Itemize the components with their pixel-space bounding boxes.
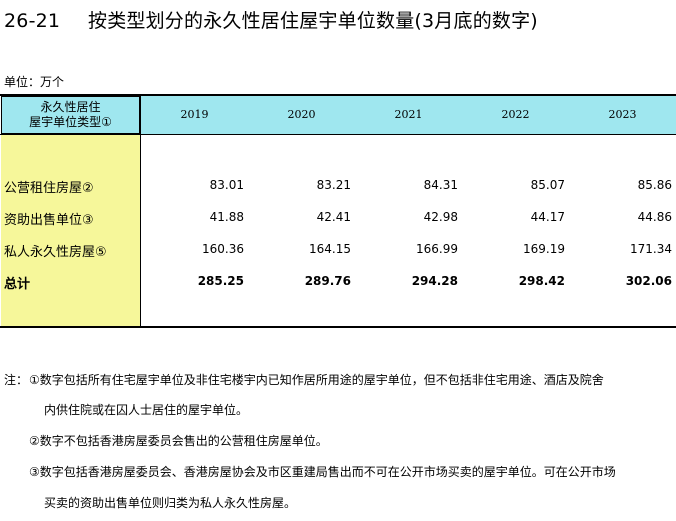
- table-cell-total: 302.06: [625, 274, 672, 288]
- row-label-private-permanent: 私人永久性房屋⑤: [4, 245, 107, 260]
- table-cell-total: 294.28: [411, 274, 458, 288]
- table-cell: 41.88: [209, 210, 244, 224]
- year-header: 2023: [608, 108, 637, 121]
- table-cell-total: 298.42: [518, 274, 565, 288]
- note-3: ③数字包括香港房屋委员会、香港房屋协会及市区重建局售出而不可在公开市场买卖的屋宇…: [29, 465, 616, 479]
- table-cell: 85.07: [530, 178, 565, 192]
- stub-header-line: 屋宇单位类型①: [29, 115, 112, 129]
- header-rule: [0, 134, 676, 135]
- unit-label: 单位：万个: [4, 75, 65, 89]
- stub-header: 永久性居住 屋宇单位类型①: [1, 96, 140, 134]
- year-header: 2022: [501, 108, 530, 121]
- housing-units-table: 2019 2020 2021 2022 2023 永久性居住 屋宇单位类型① 公…: [0, 94, 676, 328]
- row-label-column: [1, 135, 140, 326]
- note-2: ②数字不包括香港房屋委员会售出的公营租住房屋单位。: [29, 434, 328, 448]
- year-header: 2019: [180, 108, 209, 121]
- table-cell: 166.99: [416, 242, 458, 256]
- table-number: 26-21: [4, 10, 61, 32]
- table-cell: 44.17: [530, 210, 565, 224]
- table-cell: 83.01: [209, 178, 244, 192]
- year-header: 2021: [394, 108, 423, 121]
- stub-divider: [140, 94, 141, 328]
- table-cell: 171.34: [630, 242, 672, 256]
- table-cell: 44.86: [637, 210, 672, 224]
- row-label-public-rental: 公营租住房屋②: [4, 181, 94, 196]
- table-cell: 84.31: [423, 178, 458, 192]
- page-title: 26-21 按类型划分的永久性居住屋宇单位数量(3月底的数字): [4, 6, 538, 33]
- year-header-band: 2019 2020 2021 2022 2023: [141, 96, 676, 134]
- table-cell: 160.36: [202, 242, 244, 256]
- table-cell: 83.21: [316, 178, 351, 192]
- table-cell-total: 285.25: [197, 274, 244, 288]
- table-cell: 42.41: [316, 210, 351, 224]
- table-title: 按类型划分的永久性居住屋宇单位数量(3月底的数字): [88, 10, 538, 32]
- year-header: 2020: [287, 108, 316, 121]
- row-label-subsidised-sale: 资助出售单位③: [4, 213, 94, 228]
- row-label-total: 总计: [4, 277, 31, 292]
- table-cell: 164.15: [309, 242, 351, 256]
- notes-prefix: 注：: [4, 373, 29, 387]
- table-cell-total: 289.76: [304, 274, 351, 288]
- table-top-rule: [0, 94, 676, 96]
- note-1: ①数字包括所有住宅屋宇单位及非住宅楼宇内已知作居所用途的屋宇单位，但不包括非住宅…: [29, 373, 604, 387]
- table-bottom-rule: [0, 326, 676, 328]
- table-cell: 169.19: [523, 242, 565, 256]
- table-cell: 85.86: [637, 178, 672, 192]
- table-cell: 42.98: [423, 210, 458, 224]
- note-1-continued: 内供住院或在囚人士居住的屋宇单位。: [44, 403, 249, 417]
- note-3-continued: 买卖的资助出售单位则归类为私人永久性房屋。: [44, 496, 297, 510]
- stub-header-line: 永久性居住: [40, 100, 101, 114]
